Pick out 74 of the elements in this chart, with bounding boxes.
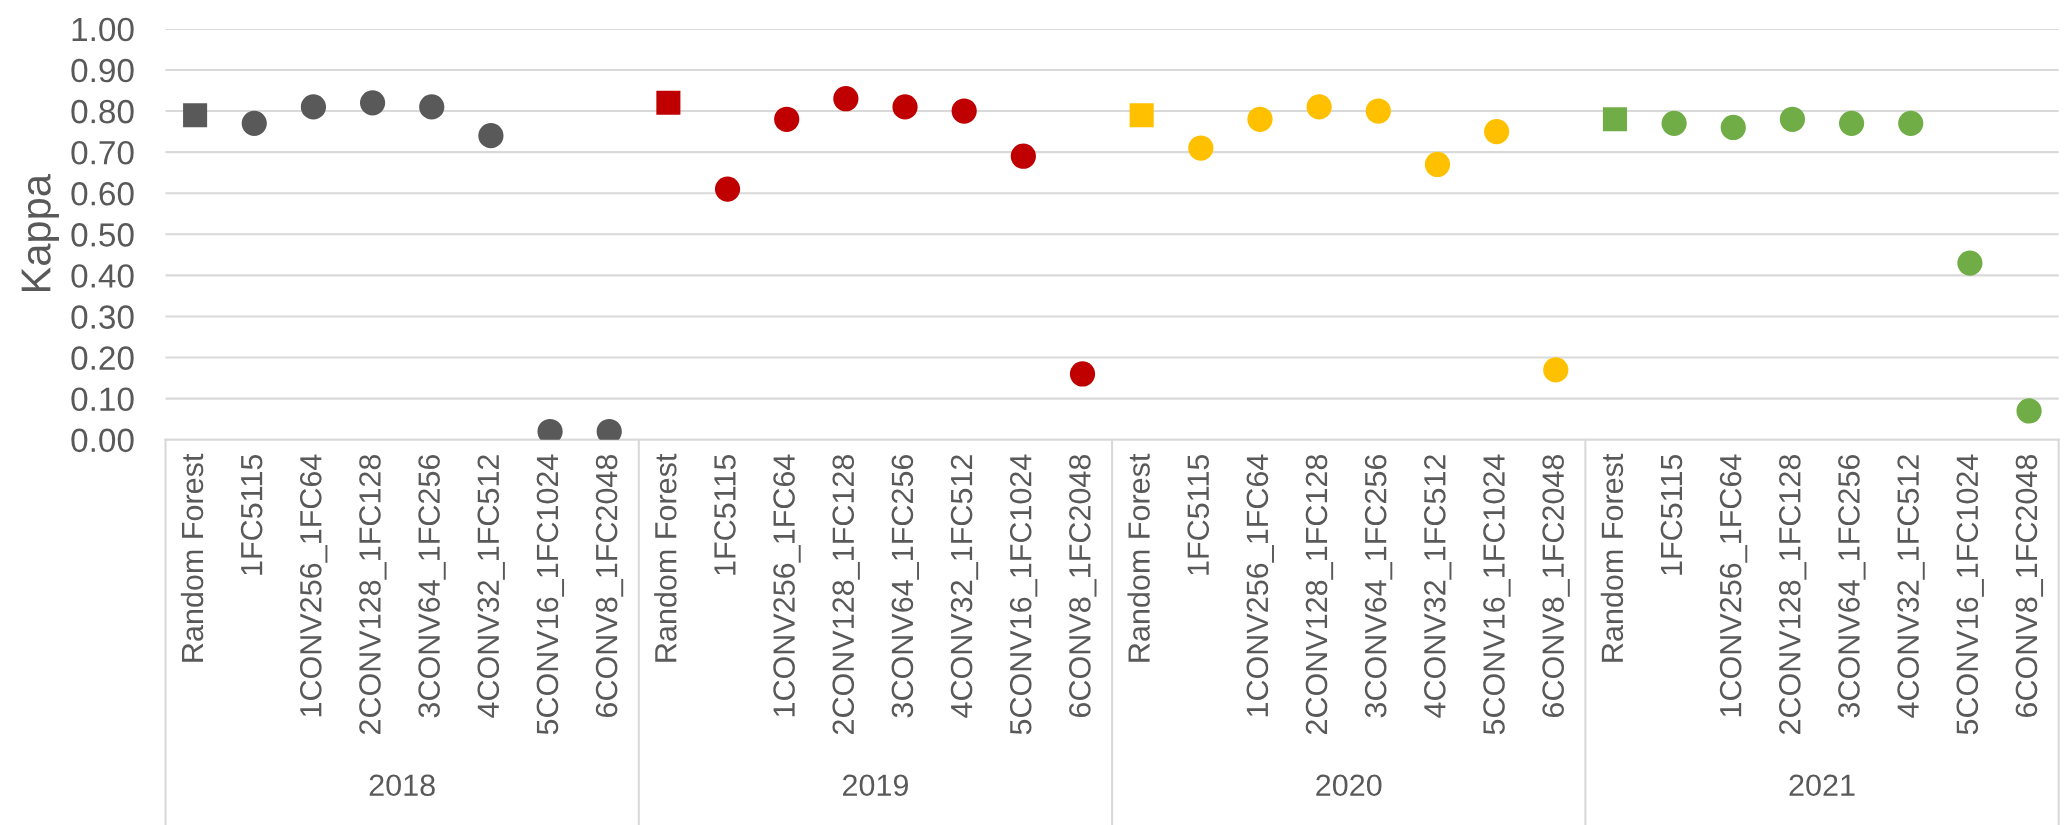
x-tick-label: 2CONV128_1FC128 (359, 454, 387, 735)
y-tick-label: 0.70 (71, 140, 134, 165)
text: 2019 (843, 774, 908, 797)
point (241, 110, 267, 136)
point (714, 176, 741, 202)
y-tick-label: 0.00 (71, 428, 134, 453)
point (1543, 357, 1569, 383)
x-tick-label: 1CONV256_1FC64 (1719, 454, 1748, 717)
point (1188, 135, 1214, 161)
y-axis-title: Kappa (21, 174, 59, 292)
y-tick-label: 0.20 (71, 346, 134, 370)
x-tick-label: Random Forest (180, 453, 204, 662)
x-tick-label: 3CONV64_1FC256 (891, 454, 919, 718)
point (951, 98, 977, 124)
x-tick-label: 3CONV64_1FC256 (418, 454, 446, 718)
x-tick-label: 6CONV8_1FC2048 (595, 454, 624, 718)
x-tick-label: 1CONV256_1FC64 (773, 454, 801, 717)
point (1069, 361, 1096, 387)
point (1424, 151, 1451, 178)
x-tick-label: 1CONV256_1FC64 (299, 454, 328, 717)
x-tick-label: 5CONV16_1FC1024 (1483, 454, 1511, 735)
point (1898, 110, 1924, 136)
point (1720, 114, 1746, 141)
y-tick-label: 1.00 (72, 17, 134, 42)
text: 2018 (369, 774, 435, 797)
x-tick-label: 1FC5115 (714, 454, 736, 575)
x-tick-label: 1CONV256_1FC64 (1246, 454, 1274, 717)
point (1365, 98, 1391, 124)
y-tick-label: 0.30 (71, 305, 134, 329)
point (833, 86, 859, 112)
point (1484, 118, 1510, 145)
x-tick-label: 5CONV16_1FC1024 (536, 454, 565, 735)
x-tick-label: 5CONV16_1FC1024 (1009, 454, 1038, 735)
x-tick-label: 4CONV32_1FC512 (1897, 455, 1925, 718)
x-tick-label: Random Forest (1600, 453, 1624, 662)
point (1010, 143, 1036, 169)
x-tick-label: Random Forest (654, 453, 677, 662)
point (1957, 250, 1983, 276)
y-tick-label: 0.50 (71, 223, 134, 247)
x-tick-label: 5CONV16_1FC1024 (1956, 454, 1984, 735)
point (478, 123, 504, 149)
x-tick-label: 3CONV64_1FC256 (1838, 454, 1866, 718)
point (1779, 106, 1806, 132)
x-tick-label: 6CONV8_1FC2048 (2015, 454, 2044, 718)
point (1661, 110, 1687, 136)
x-tick-label: 1FC5115 (1660, 454, 1683, 575)
x-tick-label: 1FC5115 (240, 454, 263, 575)
x-tick-label: Random Forest (1127, 453, 1150, 662)
x-tick-label: 6CONV8_1FC2048 (1542, 454, 1570, 718)
point (1838, 110, 1865, 136)
x-tick-label: 2CONV128_1FC128 (1779, 454, 1807, 735)
x-tick-label: 4CONV32_1FC512 (1424, 455, 1452, 718)
x-tick-label: 2CONV128_1FC128 (1305, 454, 1334, 735)
y-tick-label: 0.90 (71, 58, 134, 83)
text: 2021 (1789, 774, 1855, 797)
y-tick-label: 0.80 (71, 99, 134, 124)
x-tick-label: 1FC5115 (1187, 454, 1210, 575)
y-tick-label: 0.10 (71, 387, 134, 412)
x-tick-label: 6CONV8_1FC2048 (1069, 454, 1097, 718)
point (774, 106, 800, 132)
point (892, 94, 918, 120)
x-tick-label: 4CONV32_1FC512 (950, 455, 979, 718)
x-tick-label: 2CONV128_1FC128 (832, 454, 860, 735)
point (1306, 94, 1332, 120)
point (1247, 106, 1273, 132)
point (359, 90, 386, 116)
point (300, 94, 327, 120)
point (419, 94, 445, 120)
x-tick-label: 4CONV32_1FC512 (477, 455, 505, 718)
text: 2020 (1316, 774, 1382, 797)
point (2016, 398, 2042, 424)
y-tick-label: 0.60 (71, 182, 134, 206)
x-tick-label: 3CONV64_1FC256 (1364, 454, 1393, 718)
y-tick-label: 0.40 (71, 264, 134, 288)
